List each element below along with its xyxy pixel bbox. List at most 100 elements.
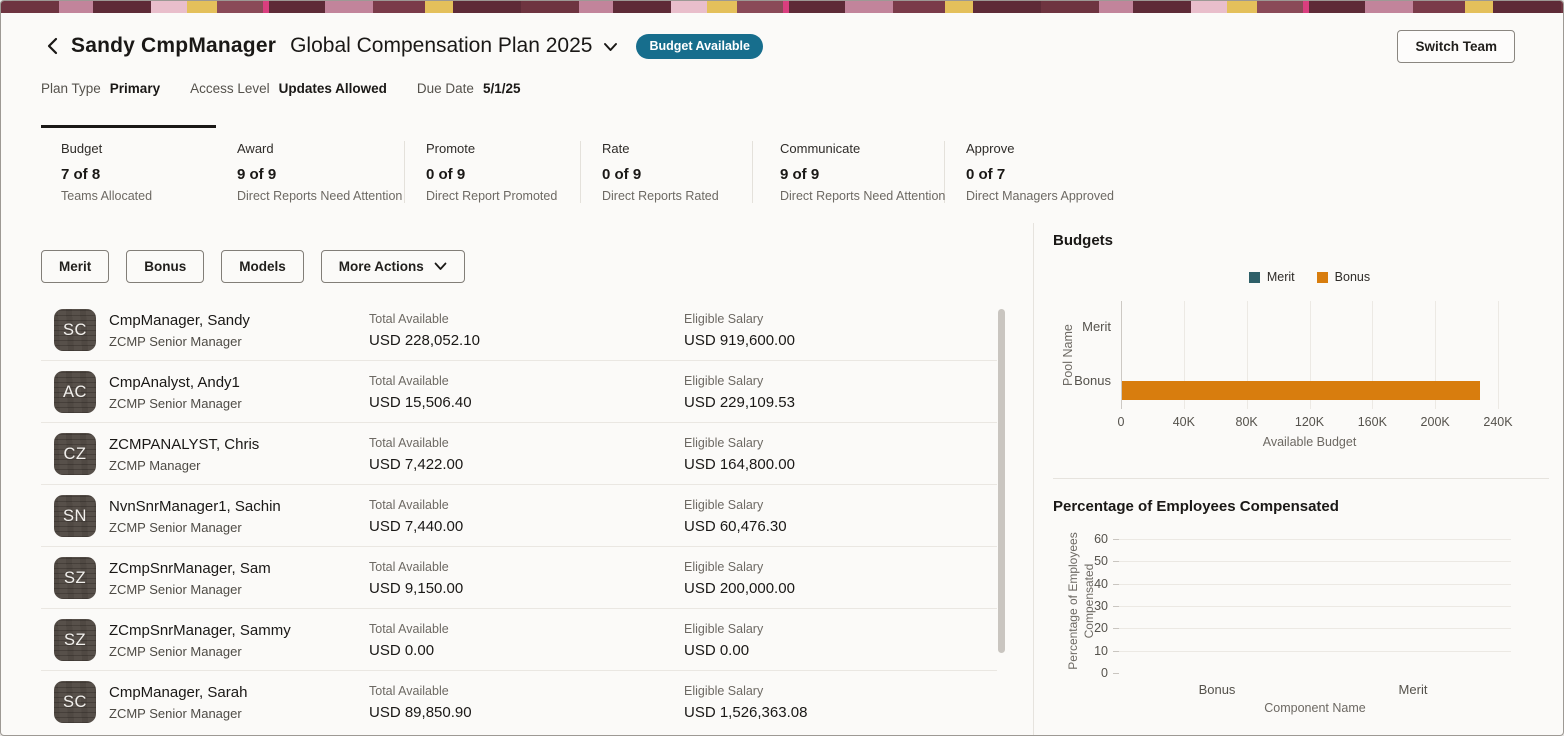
- eligible-salary-value: USD 164,800.00: [684, 456, 795, 473]
- tab-rate[interactable]: Rate 0 of 9 Direct Reports Rated: [602, 141, 753, 203]
- tab-communicate[interactable]: Communicate 9 of 9 Direct Reports Need Att…: [780, 141, 945, 203]
- employee-row[interactable]: AC CmpAnalyst, Andy1 ZCMP Senior Manager To…: [41, 361, 997, 423]
- pool-category-label: Bonus: [1074, 373, 1111, 388]
- tab-label: Budget: [61, 141, 103, 156]
- gridline: [1119, 561, 1511, 563]
- tab-approve[interactable]: Approve 0 of 7 Direct Managers Approved: [966, 141, 1114, 203]
- tab-strip: Budget 7 of 8 Teams Allocated Award 9 of 9 Di…: [41, 125, 1553, 205]
- gridline: [1183, 301, 1185, 409]
- back-button[interactable]: [41, 35, 63, 57]
- avatar: SC: [54, 309, 96, 351]
- employee-row[interactable]: SZ ZCmpSnrManager, Sam ZCMP Senior Manager…: [41, 547, 997, 609]
- employee-job-title: ZCMP Senior Manager: [109, 644, 242, 659]
- percentage-chart-x-axis-label: Component Name: [1264, 701, 1366, 715]
- y-tick-mark: [1113, 673, 1119, 674]
- component-category-label: Bonus: [1198, 682, 1236, 697]
- panel-divider: [1033, 223, 1034, 735]
- y-tick-label: 10: [1094, 643, 1108, 658]
- tab-count: 0 of 9: [426, 166, 466, 183]
- eligible-salary-label: Eligible Salary: [684, 436, 764, 450]
- tab-count: 7 of 8: [61, 166, 101, 183]
- gridline: [1119, 583, 1511, 585]
- tab-subtext: Direct Reports Rated: [602, 189, 719, 203]
- employee-job-title: ZCMP Senior Manager: [109, 396, 242, 411]
- percentage-chart-y-ticks: 0 10 20 30 40 50 60: [1060, 532, 1108, 680]
- employee-job-title: ZCMP Senior Manager: [109, 582, 242, 597]
- total-available-value: USD 15,506.40: [369, 394, 472, 411]
- eligible-salary-label: Eligible Salary: [684, 622, 764, 636]
- avatar: CZ: [54, 433, 96, 475]
- meta-item-due-date: Due Date 5/1/25: [417, 81, 521, 96]
- employee-row[interactable]: SC CmpManager, Sarah ZCMP Senior Manager To…: [41, 671, 997, 733]
- chevron-down-icon: [434, 262, 447, 270]
- tab-budget[interactable]: Budget 7 of 8 Teams Allocated: [41, 141, 237, 203]
- total-available-cell: Total Available USD 7,440.00: [369, 498, 463, 535]
- switch-team-button[interactable]: Switch Team: [1397, 29, 1515, 63]
- employee-row[interactable]: SC CmpManager, Sandy ZCMP Senior Manager To…: [41, 299, 997, 361]
- x-tick-label: 200K: [1420, 415, 1450, 429]
- tab-subtext: Teams Allocated: [61, 189, 153, 203]
- list-scrollbar[interactable]: [998, 309, 1005, 653]
- y-tick-mark: [1113, 561, 1119, 563]
- tab-promote[interactable]: Promote 0 of 9 Direct Report Promoted: [426, 141, 581, 203]
- legend-label: Bonus: [1334, 270, 1371, 284]
- tab-subtext: Direct Reports Need Attention: [780, 189, 946, 203]
- manager-name: Sandy CmpManager: [71, 34, 277, 57]
- plan-dropdown-button[interactable]: [603, 39, 618, 57]
- tab-count: 0 of 9: [602, 166, 642, 183]
- employee-name: CmpManager, Sandy: [109, 312, 250, 329]
- gridline: [1119, 606, 1511, 607]
- budgets-chart-y-axis-label: Pool Name: [1061, 324, 1075, 386]
- models-button[interactable]: Models: [221, 250, 304, 283]
- eligible-salary-label: Eligible Salary: [684, 312, 764, 326]
- tab-count: 0 of 7: [966, 166, 1006, 183]
- avatar: AC: [54, 371, 96, 413]
- budget-status-badge: Budget Available: [636, 33, 763, 59]
- x-tick-label: 80K: [1235, 415, 1258, 429]
- budgets-chart-category-labels: Merit Bonus: [1051, 301, 1111, 409]
- meta-label: Plan Type: [41, 81, 101, 96]
- y-tick-mark: [1113, 628, 1119, 630]
- budgets-chart-y-axis-line: [1121, 301, 1122, 409]
- y-tick-label: 30: [1094, 599, 1108, 613]
- eligible-salary-cell: Eligible Salary USD 919,600.00: [684, 312, 795, 349]
- gridline: [1372, 301, 1374, 409]
- tab-count: 9 of 9: [780, 166, 820, 183]
- employee-row[interactable]: CZ ZCMPANALYST, Chris ZCMP Manager Total Av…: [41, 423, 997, 485]
- employee-job-title: ZCMP Manager: [109, 458, 201, 473]
- y-tick-mark: [1113, 606, 1119, 607]
- total-available-cell: Total Available USD 9,150.00: [369, 560, 463, 597]
- employee-name: NvnSnrManager1, Sachin: [109, 498, 281, 515]
- y-tick-label: 40: [1094, 576, 1108, 591]
- more-actions-button[interactable]: More Actions: [320, 250, 465, 283]
- merit-button[interactable]: Merit: [41, 250, 110, 283]
- tab-stats: Budget 7 of 8 Teams Allocated Award 9 of 9 Di…: [41, 125, 1553, 203]
- tab-subtext: Direct Reports Need Attention: [237, 189, 403, 203]
- total-available-label: Total Available: [369, 436, 449, 450]
- tab-award[interactable]: Award 9 of 9 Direct Reports Need Attention: [237, 141, 405, 203]
- eligible-salary-value: USD 1,526,363.08: [684, 704, 808, 721]
- legend-swatch: [1316, 271, 1328, 283]
- budgets-chart-x-ticks: 0 40K 80K 120K 160K 200K 240K: [1118, 415, 1513, 429]
- legend-item-merit: Merit: [1248, 270, 1295, 284]
- eligible-salary-label: Eligible Salary: [684, 374, 764, 388]
- x-tick-label: 40K: [1172, 415, 1195, 429]
- eligible-salary-cell: Eligible Salary USD 60,476.30: [684, 498, 787, 535]
- avatar: SN: [54, 495, 96, 537]
- bar-bonus: [1122, 381, 1481, 400]
- active-tab-indicator: [41, 125, 216, 128]
- total-available-value: USD 7,440.00: [369, 518, 464, 535]
- meta-value: Updates Allowed: [278, 81, 387, 96]
- employee-row[interactable]: SZ ZCmpSnrManager, Sammy ZCMP Senior Manag…: [41, 609, 997, 671]
- bonus-button[interactable]: Bonus: [126, 250, 205, 283]
- more-actions-label: More Actions: [338, 259, 424, 274]
- employee-row[interactable]: SN NvnSnrManager1, Sachin ZCMP Senior Mana…: [41, 485, 997, 547]
- total-available-cell: Total Available USD 15,506.40: [369, 374, 472, 411]
- total-available-cell: Total Available USD 7,422.00: [369, 436, 463, 473]
- total-available-label: Total Available: [369, 374, 449, 388]
- gridline: [1309, 301, 1311, 409]
- tab-count: 9 of 9: [237, 166, 277, 183]
- employee-name: ZCMPANALYST, Chris: [109, 436, 260, 453]
- tab-label: Promote: [426, 141, 476, 156]
